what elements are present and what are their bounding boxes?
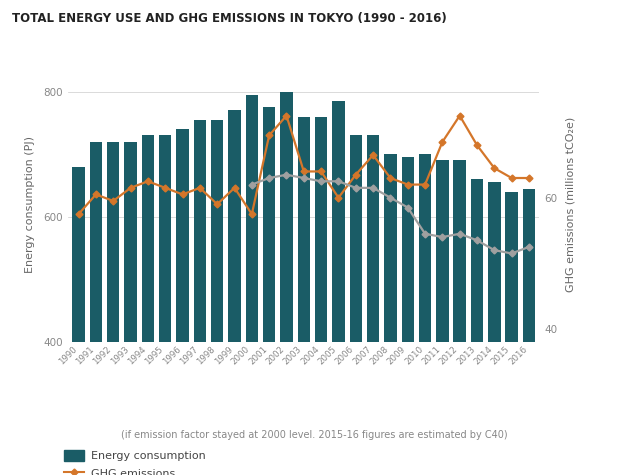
Bar xyxy=(90,142,102,475)
Text: TOTAL ENERGY USE AND GHG EMISSIONS IN TOKYO (1990 - 2016): TOTAL ENERGY USE AND GHG EMISSIONS IN TO… xyxy=(12,12,447,25)
Bar xyxy=(280,92,293,475)
Bar xyxy=(263,107,275,475)
Bar xyxy=(402,157,414,475)
Bar xyxy=(211,120,223,475)
Bar xyxy=(246,95,258,475)
Legend: Energy consumption, GHG emissions, GHG emissions: Energy consumption, GHG emissions, GHG e… xyxy=(64,450,206,475)
Y-axis label: GHG emissions (millions tCO₂e): GHG emissions (millions tCO₂e) xyxy=(565,117,576,292)
Bar xyxy=(419,154,432,475)
Text: (if emission factor stayed at 2000 level. 2015-16 figures are estimated by C40): (if emission factor stayed at 2000 level… xyxy=(121,430,508,440)
Bar xyxy=(436,161,449,475)
Bar xyxy=(488,182,500,475)
Bar xyxy=(523,189,535,475)
Bar xyxy=(193,120,206,475)
Bar xyxy=(505,192,518,475)
Bar xyxy=(350,135,362,475)
Y-axis label: Energy consumption (PJ): Energy consumption (PJ) xyxy=(25,136,35,273)
Bar xyxy=(141,135,154,475)
Bar xyxy=(107,142,120,475)
Bar xyxy=(159,135,172,475)
Bar xyxy=(125,142,137,475)
Bar xyxy=(453,161,466,475)
Bar xyxy=(367,135,379,475)
Bar xyxy=(73,167,85,475)
Bar xyxy=(471,179,483,475)
Bar xyxy=(298,116,310,475)
Bar xyxy=(176,129,188,475)
Bar xyxy=(332,101,345,475)
Bar xyxy=(228,110,241,475)
Bar xyxy=(384,154,397,475)
Bar xyxy=(315,116,327,475)
